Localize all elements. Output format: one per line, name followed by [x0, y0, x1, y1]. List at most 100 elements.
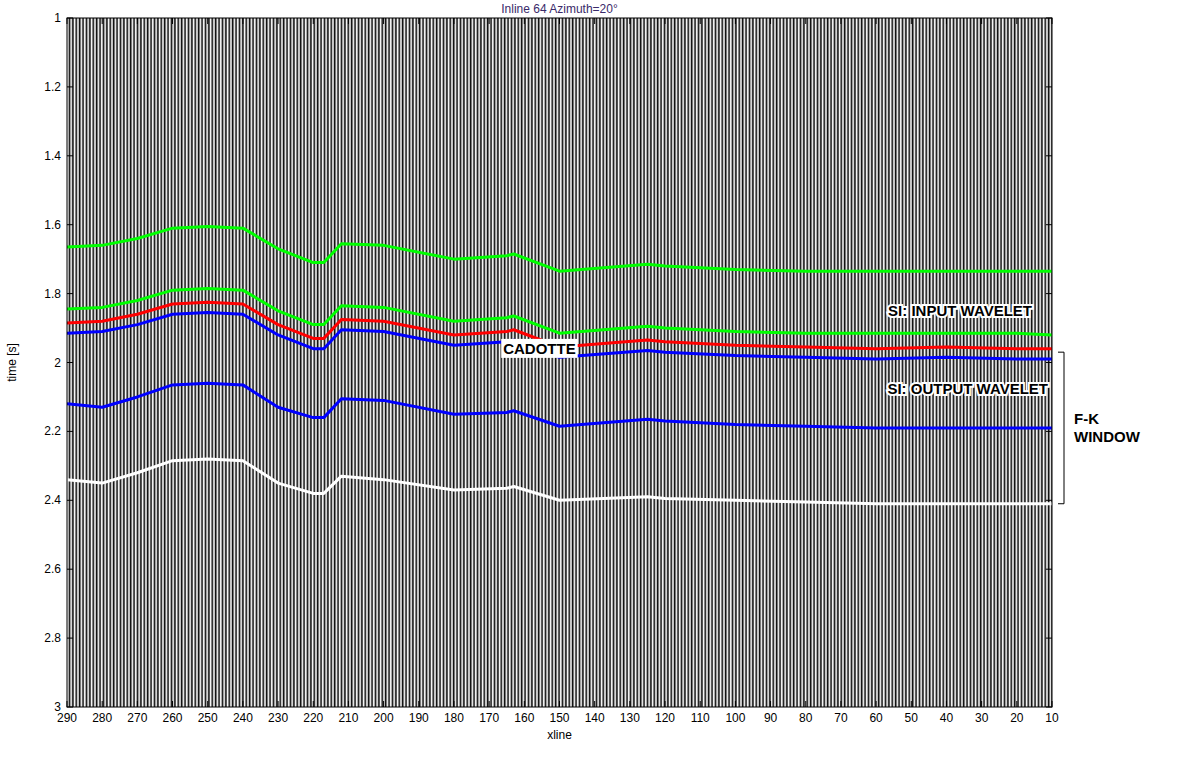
- y-tick-label: 2.2: [44, 424, 61, 438]
- y-tick: [1046, 638, 1052, 639]
- x-tick: [735, 18, 736, 24]
- x-tick-label: 30: [975, 711, 989, 725]
- horizon-line: [67, 459, 1052, 504]
- horizon-line: [67, 226, 1052, 271]
- x-tick: [770, 701, 771, 707]
- y-tick: [1046, 362, 1052, 363]
- x-tick: [383, 701, 384, 707]
- x-tick-label: 180: [444, 711, 464, 725]
- y-tick: [67, 224, 73, 225]
- x-tick: [559, 18, 560, 24]
- y-tick-label: 2.4: [44, 493, 61, 507]
- x-tick: [700, 18, 701, 24]
- annotation: SI: OUTPUT WAVELET: [887, 380, 1048, 397]
- x-tick-label: 50: [905, 711, 919, 725]
- x-axis-title: xline: [547, 728, 572, 742]
- x-tick-label: 250: [198, 711, 218, 725]
- x-tick: [524, 701, 525, 707]
- x-tick: [242, 18, 243, 24]
- x-tick: [981, 701, 982, 707]
- x-tick: [418, 701, 419, 707]
- y-tick: [1046, 224, 1052, 225]
- fk-bracket: [1058, 352, 1064, 504]
- plot-frame: [67, 18, 1052, 707]
- x-tick-label: 260: [163, 711, 183, 725]
- x-tick-label: 130: [620, 711, 640, 725]
- fk-window-label: F-KWINDOW: [1074, 410, 1141, 445]
- x-tick: [594, 701, 595, 707]
- x-tick-label: 10: [1045, 711, 1059, 725]
- x-tick-label: 60: [869, 711, 883, 725]
- y-tick-label: 1.8: [44, 287, 61, 301]
- x-tick: [911, 701, 912, 707]
- annotation: CADOTTE: [503, 340, 576, 357]
- x-tick-label: 190: [409, 711, 429, 725]
- x-tick-label: 230: [268, 711, 288, 725]
- y-tick: [67, 86, 73, 87]
- x-tick: [1016, 18, 1017, 24]
- x-tick: [524, 18, 525, 24]
- y-tick: [67, 293, 73, 294]
- x-tick: [242, 701, 243, 707]
- chart: 2902802702602502402302202102001901801701…: [0, 0, 1185, 757]
- x-tick: [489, 18, 490, 24]
- x-tick: [700, 701, 701, 707]
- x-tick: [67, 18, 68, 24]
- y-tick-label: 1.6: [44, 218, 61, 232]
- x-tick: [1052, 701, 1053, 707]
- x-tick: [102, 701, 103, 707]
- horizon-line: [67, 313, 1052, 360]
- y-tick: [1046, 707, 1052, 708]
- x-tick: [453, 18, 454, 24]
- annotation: SI: INPUT WAVELET: [888, 302, 1032, 319]
- x-tick: [911, 18, 912, 24]
- x-tick: [805, 18, 806, 24]
- x-tick: [418, 18, 419, 24]
- y-tick: [67, 362, 73, 363]
- y-tick: [67, 707, 73, 708]
- y-tick: [67, 638, 73, 639]
- y-tick: [1046, 500, 1052, 501]
- x-tick: [313, 18, 314, 24]
- x-tick: [981, 18, 982, 24]
- x-tick-label: 220: [303, 711, 323, 725]
- x-tick-label: 100: [725, 711, 745, 725]
- y-axis-title: time [s]: [5, 343, 19, 382]
- series-group: [67, 226, 1052, 503]
- y-tick-label: 2.6: [44, 562, 61, 576]
- x-tick: [559, 701, 560, 707]
- x-tick-label: 240: [233, 711, 253, 725]
- annotation-patch: [501, 339, 578, 358]
- x-tick: [840, 18, 841, 24]
- x-tick: [1052, 18, 1053, 24]
- x-tick-label: 170: [479, 711, 499, 725]
- x-tick: [278, 18, 279, 24]
- x-tick: [137, 701, 138, 707]
- x-tick: [172, 701, 173, 707]
- seismic-background: [67, 18, 1052, 707]
- x-tick: [594, 18, 595, 24]
- y-tick: [1046, 569, 1052, 570]
- x-tick-label: 270: [127, 711, 147, 725]
- x-tick: [1016, 701, 1017, 707]
- y-tick-label: 1: [54, 11, 61, 25]
- x-tick: [102, 18, 103, 24]
- y-tick: [67, 431, 73, 432]
- y-tick: [1046, 86, 1052, 87]
- x-tick-label: 280: [92, 711, 112, 725]
- x-tick: [805, 701, 806, 707]
- x-tick-label: 120: [655, 711, 675, 725]
- fk-window-line: WINDOW: [1074, 428, 1141, 445]
- y-tick: [1046, 18, 1052, 19]
- x-tick-label: 90: [764, 711, 778, 725]
- x-tick: [946, 701, 947, 707]
- y-tick: [67, 155, 73, 156]
- x-tick: [207, 18, 208, 24]
- x-tick: [313, 701, 314, 707]
- x-tick: [383, 18, 384, 24]
- y-tick: [1046, 293, 1052, 294]
- title: Inline 64 Azimuth=20°: [501, 2, 618, 16]
- x-tick: [665, 18, 666, 24]
- x-tick-label: 210: [338, 711, 358, 725]
- y-tick-label: 1.2: [44, 80, 61, 94]
